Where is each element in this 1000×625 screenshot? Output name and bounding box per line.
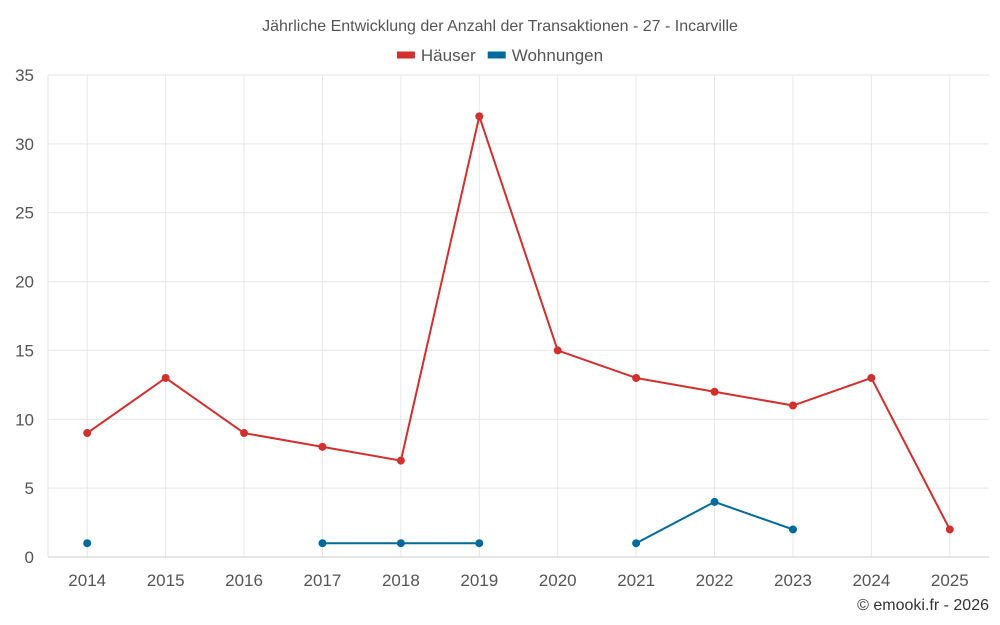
legend-swatch xyxy=(487,51,506,59)
legend-label: Wohnungen xyxy=(512,46,603,65)
data-point xyxy=(475,112,484,121)
x-tick-label: 2017 xyxy=(304,571,342,590)
series-line xyxy=(86,115,951,530)
x-tick-label: 2023 xyxy=(774,571,812,590)
data-point xyxy=(632,373,641,382)
grid xyxy=(47,74,989,557)
credit-text: © emooki.fr - 2026 xyxy=(857,597,989,614)
y-axis: 0 5 10 15 20 25 30 35 xyxy=(15,66,34,567)
legend: Häuser Wohnungen xyxy=(396,46,603,65)
series-layer xyxy=(83,112,954,548)
y-tick-label: 0 xyxy=(25,548,34,567)
y-tick-label: 15 xyxy=(15,341,34,360)
data-point xyxy=(710,497,719,506)
x-tick-label: 2014 xyxy=(68,571,106,590)
data-point xyxy=(161,373,170,382)
x-tick-label: 2024 xyxy=(852,571,890,590)
y-tick-label: 20 xyxy=(15,273,34,292)
data-point xyxy=(240,429,249,438)
data-point xyxy=(396,456,405,465)
x-tick-label: 2025 xyxy=(931,571,969,590)
chart-title: Jährliche Entwicklung der Anzahl der Tra… xyxy=(262,18,738,35)
data-point xyxy=(318,442,327,451)
data-point xyxy=(788,401,797,410)
x-tick-label: 2020 xyxy=(539,571,577,590)
data-point xyxy=(83,539,92,548)
series-1 xyxy=(83,112,954,534)
x-tick-label: 2022 xyxy=(696,571,734,590)
y-tick-label: 25 xyxy=(15,204,34,223)
legend-label: Häuser xyxy=(421,46,476,65)
data-point xyxy=(553,346,562,355)
data-point xyxy=(396,539,405,548)
data-point xyxy=(710,387,719,396)
data-point xyxy=(318,539,327,548)
x-axis: 2014 2015 2016 2017 2018 2019 2020 2021 2022 2023… xyxy=(48,556,989,590)
x-tick-label: 2016 xyxy=(225,571,263,590)
data-point xyxy=(475,539,484,548)
data-point xyxy=(788,525,797,534)
data-point xyxy=(632,539,641,548)
data-point xyxy=(867,373,876,382)
x-tick-label: 2018 xyxy=(382,571,420,590)
y-tick-label: 35 xyxy=(15,66,34,85)
y-tick-label: 5 xyxy=(25,479,34,498)
data-point xyxy=(945,525,954,534)
y-tick-label: 10 xyxy=(15,410,34,429)
x-tick-label: 2021 xyxy=(617,571,655,590)
data-point xyxy=(83,429,92,438)
series-2 xyxy=(83,497,797,548)
x-tick-label: 2015 xyxy=(147,571,185,590)
legend-swatch xyxy=(396,51,415,59)
x-tick-label: 2019 xyxy=(460,571,498,590)
y-tick-label: 30 xyxy=(15,135,34,154)
